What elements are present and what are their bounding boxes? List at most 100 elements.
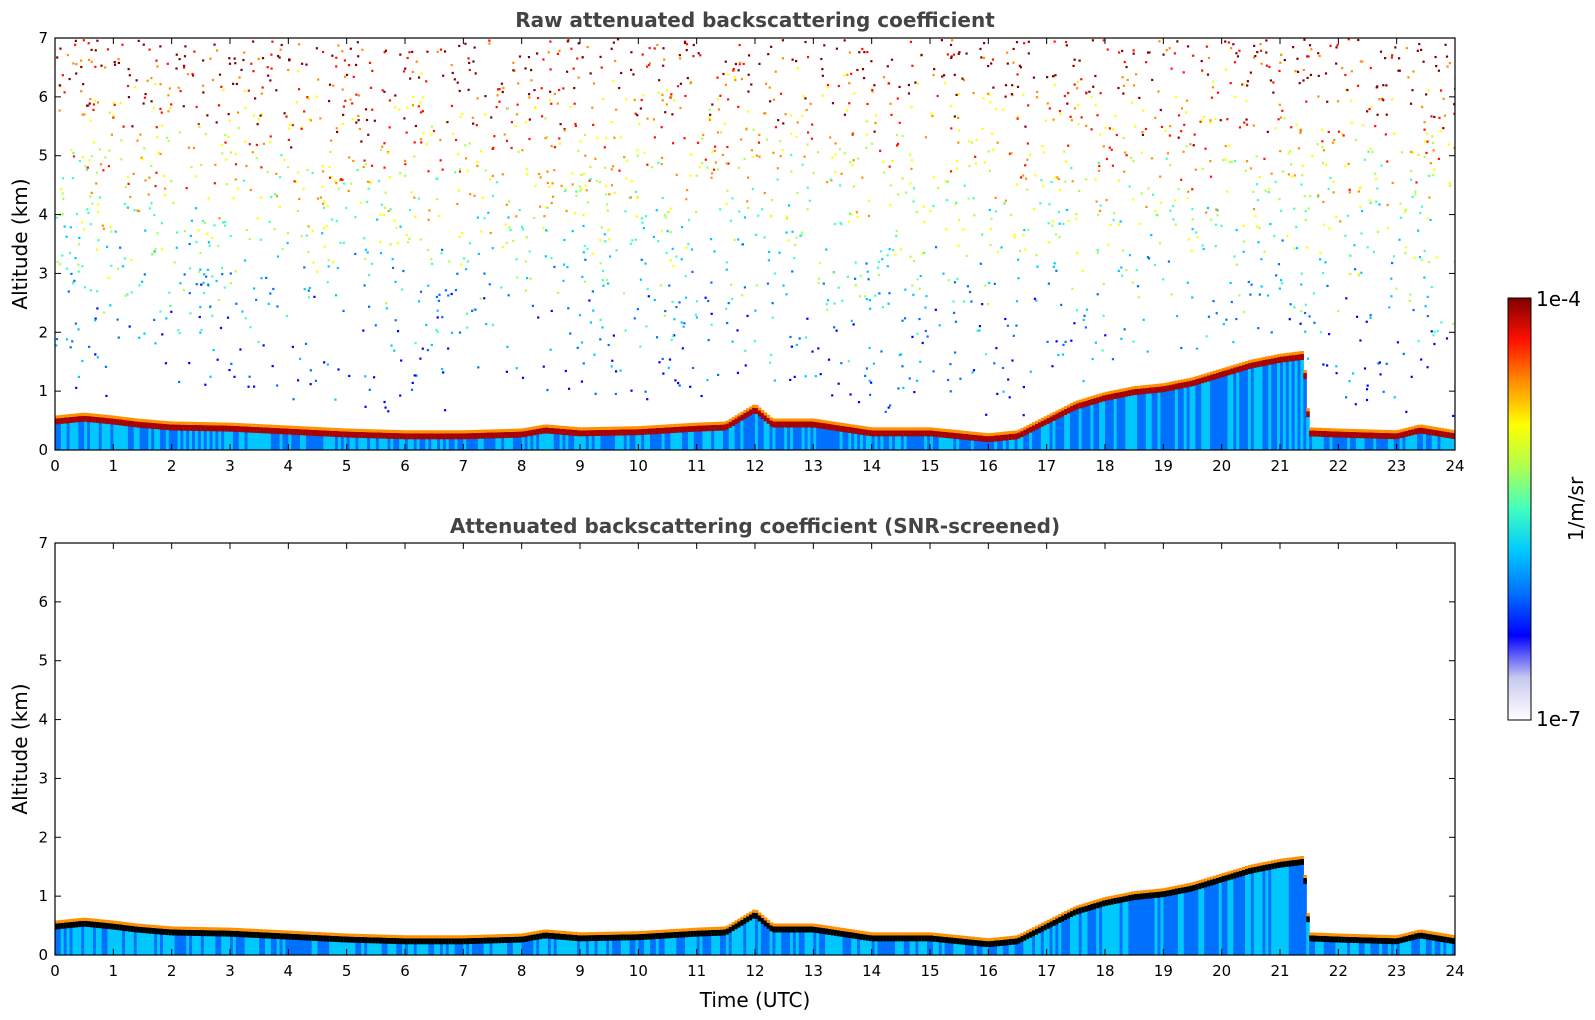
boundary-layer-cell (617, 936, 622, 955)
boundary-layer-top-cell (568, 429, 572, 436)
noise-speck (253, 287, 256, 290)
noise-speck (1399, 202, 1402, 205)
noise-speck (229, 234, 232, 238)
boundary-layer-cell (1023, 431, 1027, 450)
noise-speck (182, 64, 186, 68)
boundary-layer-cell (445, 435, 450, 450)
boundary-layer-halo-cell (714, 926, 718, 930)
boundary-layer-top-cell (632, 934, 637, 941)
boundary-layer-top-cell (107, 418, 112, 425)
boundary-layer-top-cell (151, 422, 155, 429)
boundary-layer-cell (92, 923, 97, 955)
noise-speck (826, 308, 829, 311)
noise-speck (1054, 74, 1057, 77)
noise-speck (86, 166, 89, 169)
noise-speck (707, 299, 710, 303)
noise-speck (1142, 318, 1145, 321)
noise-speck (1186, 196, 1189, 200)
noise-speck (1268, 65, 1271, 69)
noise-speck (846, 73, 849, 76)
noise-speck (1226, 118, 1229, 121)
noise-speck (56, 56, 59, 59)
noise-speck (468, 68, 471, 72)
noise-speck (220, 143, 223, 146)
boundary-layer-cell (524, 432, 529, 450)
noise-speck (1201, 167, 1204, 170)
boundary-layer-cell (807, 928, 812, 955)
boundary-layer-top-cell (413, 938, 418, 945)
noise-speck (524, 121, 528, 124)
noise-speck (387, 410, 390, 413)
noise-speck (1432, 149, 1435, 152)
noise-speck (1015, 324, 1018, 327)
noise-speck (119, 246, 122, 249)
boundary-layer-halo-cell (90, 413, 94, 417)
noise-speck (1439, 130, 1442, 133)
x-tick-label: 21 (1270, 457, 1289, 475)
boundary-layer-top-cell (384, 432, 389, 439)
noise-speck (1097, 161, 1100, 164)
noise-speck (915, 211, 918, 214)
noise-speck (1256, 198, 1259, 202)
noise-speck (343, 75, 347, 78)
noise-speck (852, 159, 855, 162)
noise-speck (458, 168, 462, 171)
boundary-layer-cell (320, 432, 324, 450)
boundary-layer-top-cell (1443, 431, 1447, 438)
noise-speck (436, 309, 439, 312)
noise-speck (164, 362, 168, 365)
boundary-layer-cell (1096, 399, 1100, 450)
noise-speck (221, 221, 225, 224)
boundary-layer-top-cell (574, 429, 578, 436)
boundary-layer-top-cell (620, 429, 625, 436)
noise-speck (303, 266, 306, 269)
noise-speck (847, 360, 850, 363)
noise-speck (1010, 152, 1013, 155)
noise-speck (456, 202, 459, 206)
boundary-layer-halo-cell (116, 921, 120, 925)
boundary-layer-halo-cell (492, 429, 497, 433)
noise-speck (784, 113, 787, 116)
noise-speck (890, 58, 894, 61)
noise-speck (773, 379, 776, 382)
boundary-layer-cell (988, 438, 992, 450)
boundary-layer-top-cell (101, 417, 106, 424)
boundary-layer-halo-cell (667, 424, 672, 428)
boundary-layer-top-cell (676, 931, 680, 938)
noise-speck (647, 295, 650, 298)
boundary-layer-top-cell (501, 432, 505, 439)
noise-speck (1209, 119, 1212, 122)
noise-speck (387, 152, 390, 155)
boundary-layer-halo-cell (472, 934, 476, 938)
noise-speck (731, 197, 734, 200)
noise-speck (896, 142, 900, 145)
boundary-layer-cell (1055, 415, 1059, 450)
boundary-layer-cell (1157, 388, 1162, 450)
boundary-layer-halo-cell (612, 426, 616, 430)
noise-speck (122, 125, 125, 128)
boundary-layer-top-cell (157, 423, 161, 430)
boundary-layer-halo-cell (416, 430, 421, 434)
noise-speck (861, 176, 864, 179)
noise-speck (1224, 145, 1227, 148)
noise-speck (1297, 147, 1300, 150)
boundary-layer-top-cell (725, 928, 730, 935)
noise-speck (207, 283, 210, 286)
boundary-layer-cell (682, 428, 686, 450)
boundary-layer-top-cell (854, 427, 858, 434)
boundary-layer-top-cell (979, 435, 984, 442)
noise-speck (249, 188, 252, 192)
boundary-layer-halo-cell (1058, 408, 1062, 412)
noise-speck (182, 105, 185, 108)
boundary-layer-cell (1387, 435, 1392, 450)
boundary-layer-top-cell (405, 433, 409, 440)
boundary-layer-halo-cell (364, 429, 368, 433)
noise-speck (207, 284, 210, 287)
boundary-layer-cell (1408, 431, 1412, 450)
boundary-layer-halo-cell (1227, 366, 1232, 370)
noise-speck (1382, 390, 1385, 393)
noise-speck (327, 259, 330, 262)
boundary-layer-top-cell (445, 433, 450, 440)
noise-speck (405, 233, 408, 237)
boundary-layer-cell (854, 429, 858, 450)
